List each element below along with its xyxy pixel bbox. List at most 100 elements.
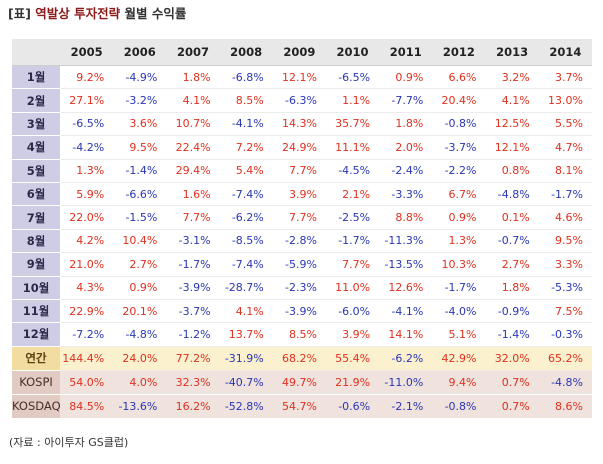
return-cell: -3.9% [272,299,326,324]
return-cell: 5.9% [60,182,114,207]
return-cell: 1.3% [432,229,486,254]
return-cell: -1.4% [113,159,167,183]
return-cell: 42.9% [432,346,486,371]
return-cell: -28.7% [219,276,273,300]
return-cell: 3.3% [538,252,592,277]
table-row: 5월 1.3% -1.4% 29.4% 5.4% 7.7% -4.5% -2.4% -2.2% 0… [12,159,592,183]
table-row: 4월 -4.2% 9.5% 22.4% 7.2% 24.9% 11.1% 2.0% -3.7% 1… [12,135,592,160]
return-cell: -11.3% [379,229,433,254]
return-cell: 21.0% [60,252,114,277]
return-cell: -13.6% [113,394,167,419]
table-row: 2월 27.1% -3.2% 4.1% 8.5% -6.3% 1.1% -7.7% 20.4% 4… [12,88,592,113]
return-cell: -3.1% [166,229,220,254]
return-cell: -7.7% [379,88,433,113]
return-cell: 7.7% [272,159,326,183]
return-cell: -6.8% [219,65,273,90]
year-header: 2009 [272,39,326,66]
return-cell: 1.8% [485,276,539,300]
return-cell: -8.5% [219,229,273,254]
return-cell: -6.5% [325,65,380,90]
return-cell: 144.4% [60,346,114,371]
table-row: KOSDAQ 84.5% -13.6% 16.2% -52.8% 54.7% -0.6% -2… [12,394,592,419]
return-cell: 2.7% [485,252,539,277]
return-cell: 4.6% [538,205,592,230]
return-cell: -52.8% [219,394,273,419]
table-row: KOSPI 54.0% 4.0% 32.3% -40.7% 49.7% 21.9% -11.0… [12,370,592,395]
return-cell: 1.1% [325,88,380,113]
header-row: 2005 2006 2007 2008 2009 2010 2011 2012 … [12,39,592,66]
return-cell: -0.8% [432,112,486,137]
table-row: 11월 22.9% 20.1% -3.7% 4.1% -3.9% -6.0% -4.1% -4.… [12,299,592,324]
year-header: 2006 [113,39,167,66]
return-cell: 22.9% [60,299,114,324]
return-cell: 10.3% [432,252,486,277]
return-cell: 6.6% [432,65,486,90]
return-cell: 16.2% [166,394,220,419]
return-cell: -2.5% [325,205,380,230]
return-cell: -7.2% [60,322,114,347]
table-body: 1월 9.2% -4.9% 1.8% -6.8% 12.1% -6.5% 0.9% 6.6% 3.… [12,65,592,419]
return-cell: -0.3% [538,322,592,347]
return-cell: 29.4% [166,159,220,183]
return-cell: -1.7% [325,229,380,254]
return-cell: 2.7% [113,252,167,277]
return-cell: -1.7% [166,252,220,277]
monthly-returns-table: 2005 2006 2007 2008 2009 2010 2011 2012 … [12,39,592,419]
return-cell: 11.0% [325,276,380,300]
return-cell: -6.3% [272,88,326,113]
return-cell: 4.1% [166,88,220,113]
return-cell: 0.8% [485,159,539,183]
return-cell: 7.5% [538,299,592,324]
return-cell: 9.5% [113,135,167,160]
return-cell: -4.8% [485,182,539,207]
return-cell: -0.6% [325,394,380,419]
return-cell: 2.1% [325,182,380,207]
table-row: 연간 144.4% 24.0% 77.2% -31.9% 68.2% 55.4% -6.2% 4… [12,346,592,371]
return-cell: 4.2% [60,229,114,254]
row-label: 3월 [12,112,60,137]
return-cell: 8.8% [379,205,433,230]
table-row: 9월 21.0% 2.7% -1.7% -7.4% -5.9% 7.7% -13.5% 10.3… [12,252,592,277]
return-cell: 14.1% [379,322,433,347]
return-cell: -5.9% [272,252,326,277]
return-cell: -2.4% [379,159,433,183]
return-cell: 8.5% [219,88,273,113]
return-cell: -3.2% [113,88,167,113]
year-header: 2010 [325,39,380,66]
return-cell: 5.4% [219,159,273,183]
return-cell: 24.0% [113,346,167,371]
return-cell: 9.2% [60,65,114,90]
return-cell: 0.9% [379,65,433,90]
return-cell: -4.0% [432,299,486,324]
row-label: 12월 [12,322,60,347]
return-cell: 11.1% [325,135,380,160]
row-label: 9월 [12,252,60,277]
return-cell: -1.2% [166,322,220,347]
return-cell: 27.1% [60,88,114,113]
return-cell: -6.6% [113,182,167,207]
return-cell: 14.3% [272,112,326,137]
return-cell: -4.1% [379,299,433,324]
title-accent: 역발상 투자전략 [35,6,121,21]
table-row: 1월 9.2% -4.9% 1.8% -6.8% 12.1% -6.5% 0.9% 6.6% 3.… [12,65,592,90]
return-cell: -2.8% [272,229,326,254]
row-label: 11월 [12,299,60,324]
source-note: (자료 : 아이투자 GS클럽) [9,436,129,449]
return-cell: -40.7% [219,370,273,395]
row-label: 4월 [12,135,60,160]
return-cell: 22.0% [60,205,114,230]
row-label: 연간 [12,346,60,371]
return-cell: 21.9% [325,370,380,395]
row-label: 6월 [12,182,60,207]
return-cell: 3.9% [272,182,326,207]
return-cell: -3.7% [166,299,220,324]
return-cell: -2.1% [379,394,433,419]
return-cell: 1.6% [166,182,220,207]
return-cell: 10.4% [113,229,167,254]
return-cell: -1.4% [485,322,539,347]
return-cell: -11.0% [379,370,433,395]
return-cell: 7.7% [325,252,380,277]
return-cell: 35.7% [325,112,380,137]
return-cell: -6.2% [379,346,433,371]
row-label: 2월 [12,88,60,113]
